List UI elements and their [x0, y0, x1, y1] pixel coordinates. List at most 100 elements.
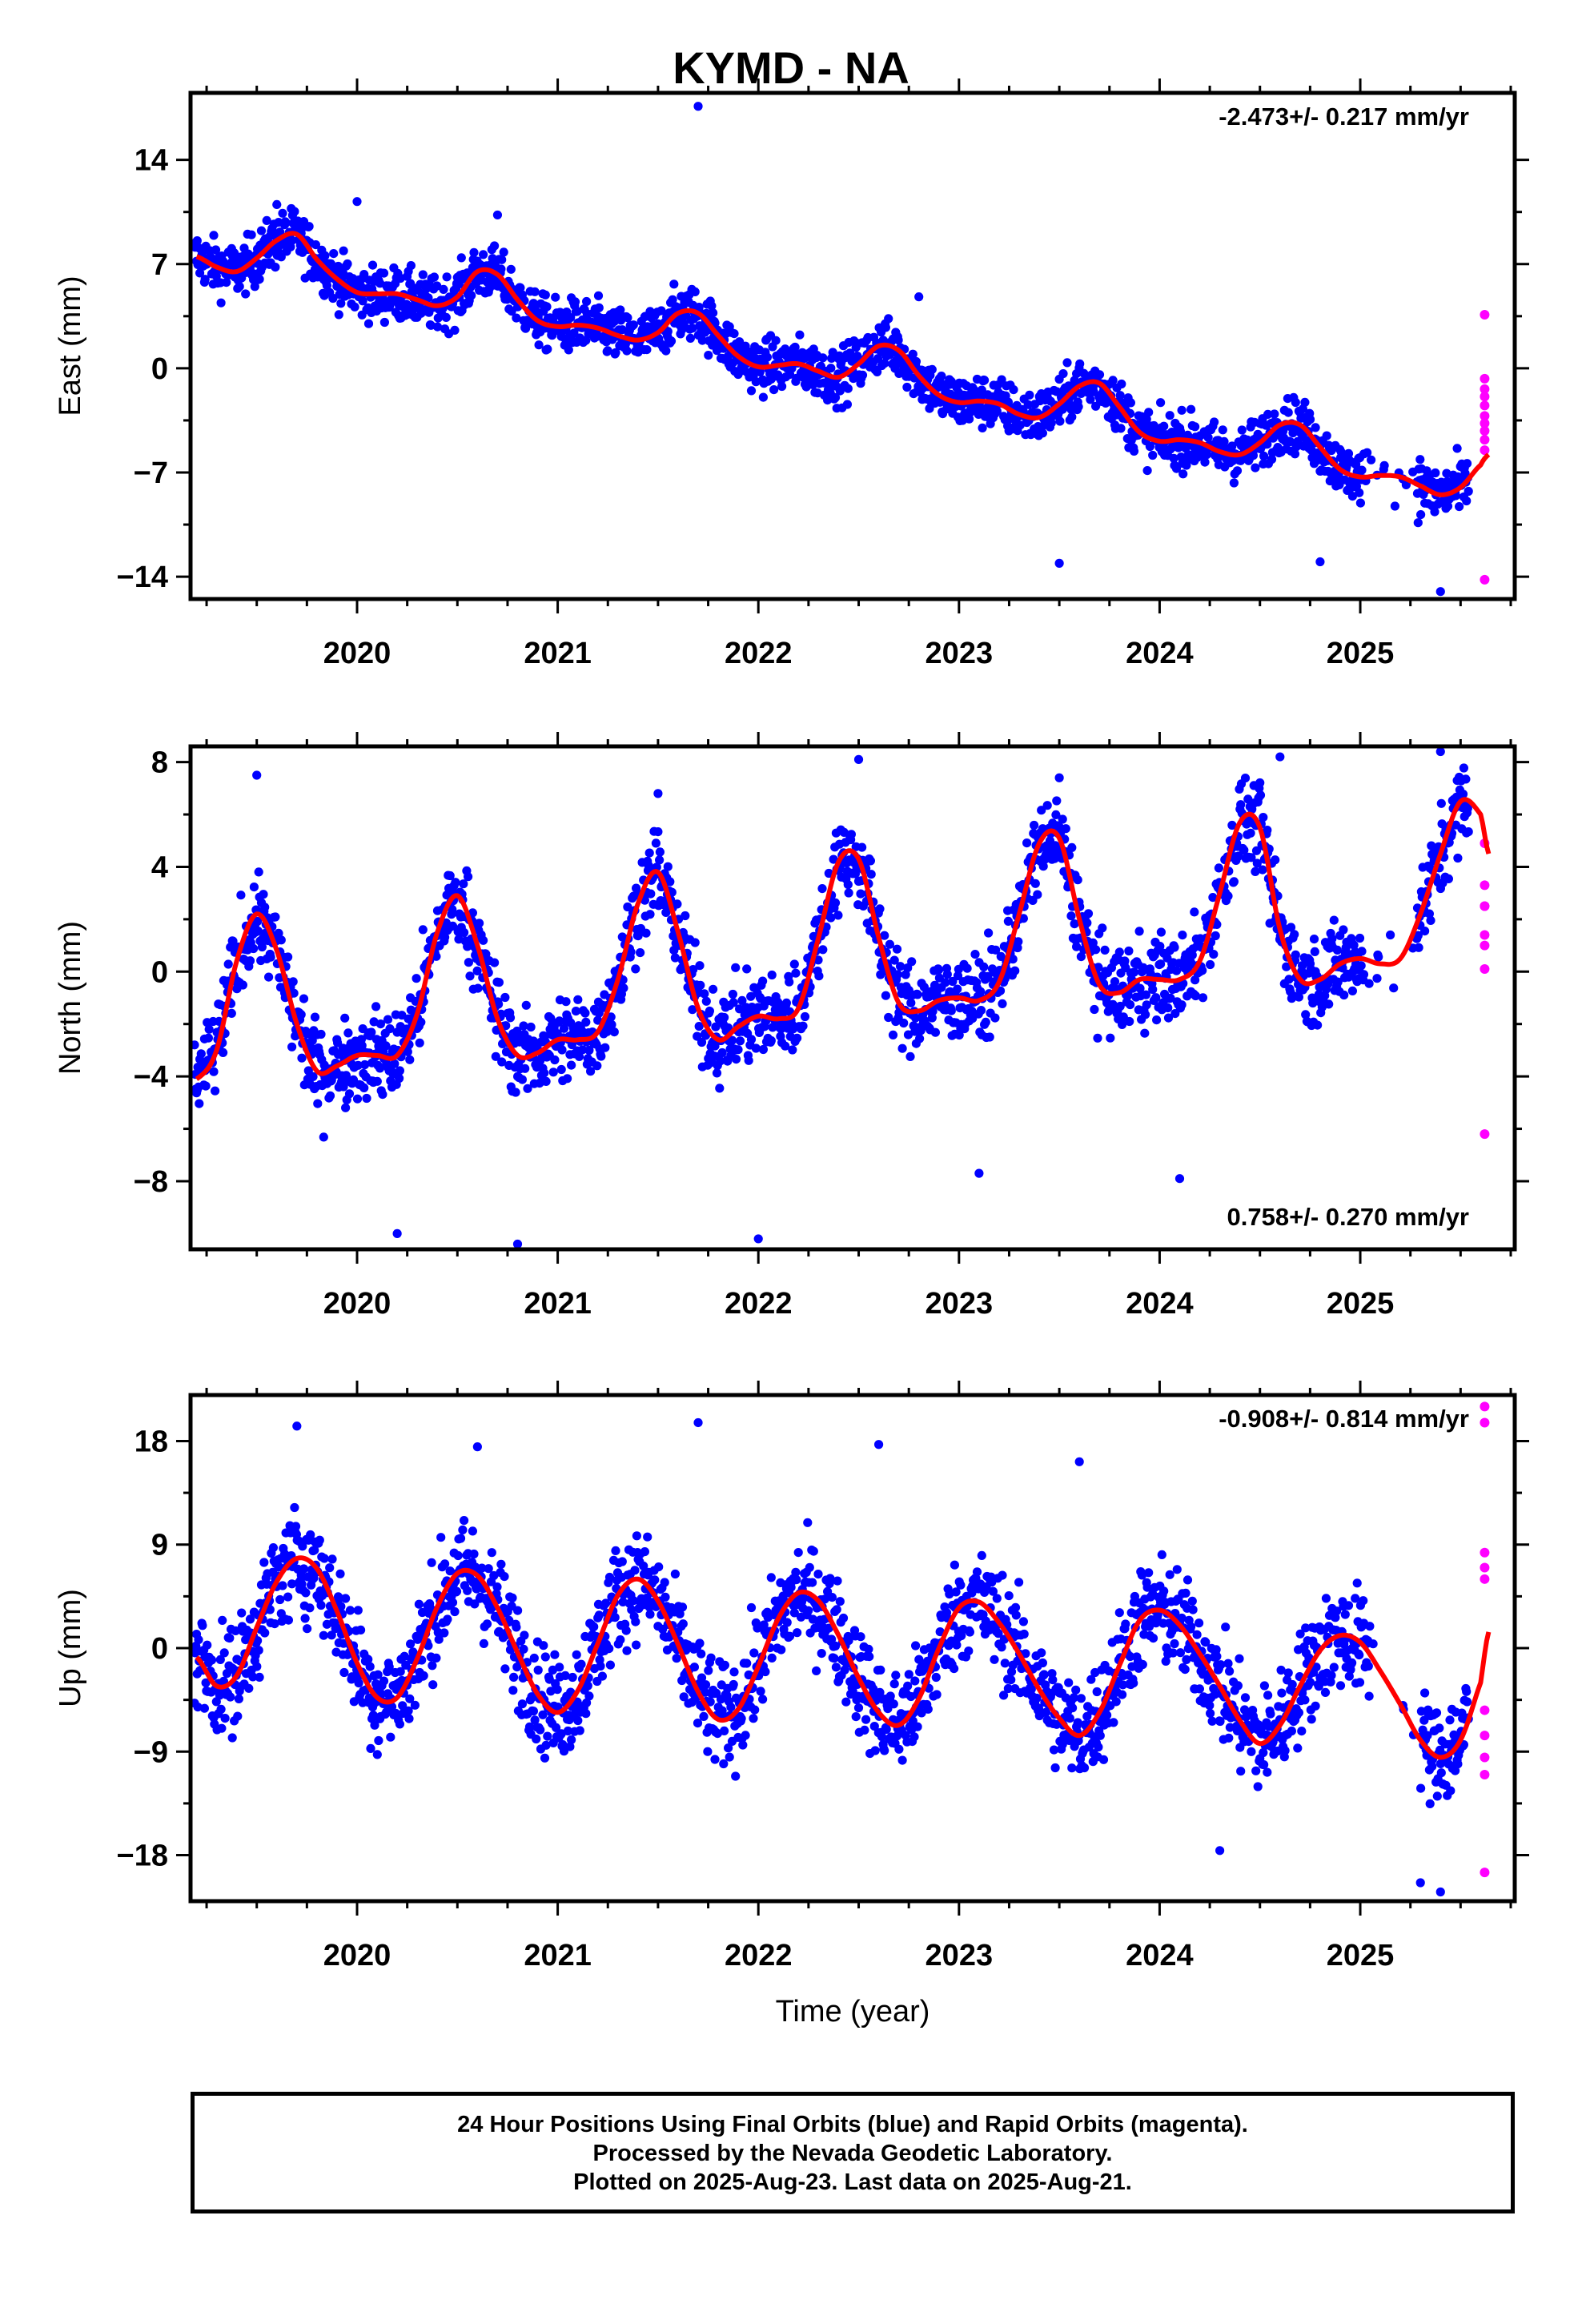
final-orbit-point	[731, 1771, 741, 1781]
final-orbit-point	[817, 1649, 826, 1659]
final-orbit-point	[427, 1558, 436, 1567]
final-orbit-point	[1237, 425, 1247, 435]
final-orbit-point	[362, 1093, 371, 1104]
final-orbit-point	[758, 1695, 768, 1704]
final-orbit-point	[452, 1586, 462, 1596]
final-orbit-point	[211, 271, 221, 281]
final-orbit-point	[911, 1013, 921, 1023]
final-orbit-point	[220, 1714, 230, 1723]
final-orbit-point	[1436, 798, 1446, 808]
final-orbit-point	[902, 382, 912, 392]
y-tick-label: −7	[134, 456, 168, 490]
final-orbit-point	[733, 1045, 743, 1055]
final-orbit-point	[1156, 398, 1166, 408]
final-orbit-point	[712, 1068, 722, 1078]
final-orbit-point	[716, 1056, 725, 1066]
final-orbit-point	[275, 227, 285, 237]
panel-0-data	[191, 102, 1491, 597]
final-orbit-point	[436, 1533, 446, 1542]
final-orbit-point	[460, 927, 469, 938]
final-orbit-point	[594, 303, 604, 312]
final-orbit-point	[1223, 891, 1233, 901]
final-orbit-point	[1134, 927, 1144, 936]
final-orbit-point	[842, 400, 852, 409]
final-orbit-point	[396, 1667, 405, 1676]
final-orbit-point	[880, 1746, 889, 1755]
final-orbit-point	[655, 855, 665, 865]
final-orbit-point	[288, 977, 298, 987]
final-orbit-point	[248, 1672, 258, 1682]
final-orbit-point	[468, 908, 478, 918]
final-orbit-point	[1055, 416, 1065, 426]
final-orbit-point	[709, 308, 718, 318]
final-orbit-point	[392, 1228, 402, 1238]
final-orbit-point	[746, 1035, 757, 1044]
y-axis-label: North (mm)	[54, 921, 87, 1075]
final-orbit-point	[607, 1019, 616, 1030]
final-orbit-point	[720, 1660, 730, 1670]
final-orbit-point	[857, 370, 868, 380]
final-orbit-point	[1379, 460, 1389, 470]
final-orbit-point	[853, 754, 864, 764]
y-tick-label: 0	[151, 352, 168, 386]
final-orbit-point	[512, 1622, 521, 1632]
final-orbit-point	[541, 1740, 551, 1750]
final-orbit-point	[596, 1661, 605, 1671]
final-orbit-point	[308, 1072, 318, 1081]
final-orbit-point	[1389, 983, 1399, 993]
final-orbit-point	[249, 883, 259, 892]
final-orbit-point	[1203, 432, 1213, 442]
final-orbit-point	[843, 880, 853, 890]
final-orbit-point	[1142, 1000, 1151, 1010]
final-orbit-point	[1339, 925, 1348, 935]
final-orbit-point	[494, 999, 504, 1009]
final-orbit-point	[459, 879, 468, 889]
final-orbit-point	[467, 291, 476, 300]
final-orbit-point	[1140, 1028, 1150, 1038]
final-orbit-point	[316, 1029, 326, 1039]
final-orbit-point	[1038, 862, 1048, 871]
final-orbit-point	[1151, 993, 1161, 1003]
final-orbit-point	[395, 1066, 404, 1076]
final-orbit-point	[729, 998, 738, 1007]
final-orbit-point	[440, 932, 450, 942]
final-orbit-point	[899, 1018, 909, 1028]
final-orbit-point	[450, 325, 460, 335]
final-orbit-point	[424, 1641, 433, 1651]
final-orbit-point	[809, 1546, 818, 1556]
final-orbit-point	[731, 963, 741, 972]
final-orbit-point	[791, 968, 801, 978]
final-orbit-point	[538, 1710, 548, 1719]
final-orbit-point	[749, 1714, 758, 1723]
final-orbit-point	[1240, 774, 1251, 783]
final-orbit-point	[333, 261, 343, 271]
final-orbit-point	[632, 1640, 641, 1650]
y-tick-label: −4	[134, 1060, 168, 1094]
final-orbit-point	[319, 1630, 328, 1640]
final-orbit-point	[693, 102, 703, 111]
final-orbit-point	[1251, 463, 1260, 472]
final-orbit-point	[679, 320, 689, 329]
final-orbit-point	[343, 259, 352, 269]
final-orbit-point	[741, 341, 750, 351]
final-orbit-point	[304, 222, 314, 231]
final-orbit-point	[1067, 842, 1077, 852]
final-orbit-point	[536, 1725, 545, 1735]
final-orbit-point	[336, 299, 346, 308]
final-orbit-point	[448, 904, 457, 915]
final-orbit-point	[1003, 916, 1013, 926]
final-orbit-point	[979, 962, 989, 971]
final-orbit-point	[1025, 390, 1034, 400]
final-orbit-point	[201, 1081, 211, 1091]
final-orbit-point	[758, 392, 769, 402]
final-orbit-point	[828, 348, 837, 357]
final-orbit-point	[744, 1055, 753, 1065]
final-orbit-point	[555, 1663, 564, 1672]
final-orbit-point	[603, 346, 612, 356]
final-orbit-point	[329, 249, 339, 259]
final-orbit-point	[1042, 801, 1052, 810]
final-orbit-point	[253, 1636, 263, 1646]
final-orbit-point	[934, 965, 944, 975]
final-orbit-point	[1155, 942, 1165, 951]
final-orbit-point	[320, 251, 330, 260]
